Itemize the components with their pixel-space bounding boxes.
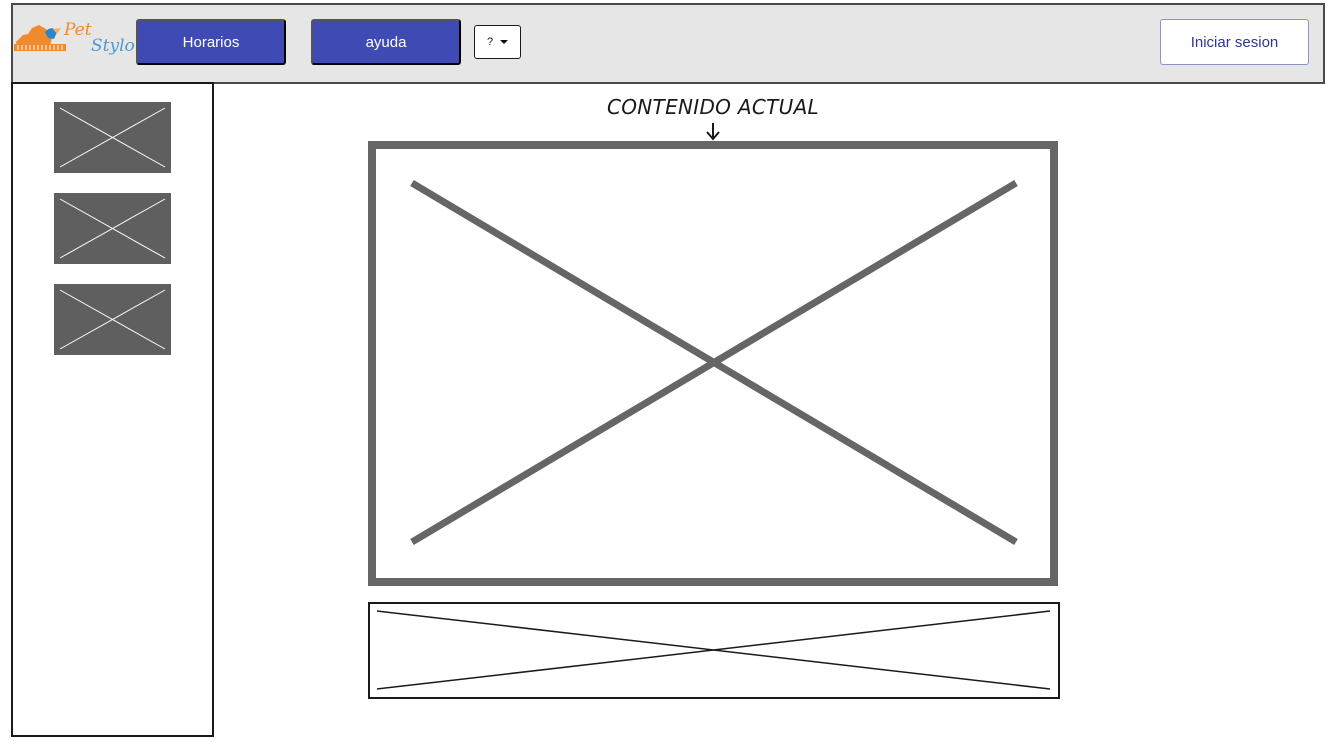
- grooming-logo-icon: [14, 25, 66, 51]
- image-placeholder-icon: [59, 198, 166, 259]
- logo-stylo-text: Stylo: [91, 36, 135, 56]
- image-placeholder-icon: [368, 141, 1058, 586]
- sidebar-image-placeholder[interactable]: [54, 102, 171, 173]
- pet-stylo-logo[interactable]: Pet Stylo: [14, 17, 135, 62]
- horarios-button[interactable]: Horarios: [136, 19, 286, 65]
- left-sidebar: [11, 82, 214, 737]
- sidebar-image-placeholder[interactable]: [54, 193, 171, 264]
- help-select-dropdown[interactable]: ?: [474, 25, 521, 59]
- login-button[interactable]: Iniciar sesion: [1160, 19, 1309, 65]
- current-content-label: CONTENIDO ACTUAL: [606, 95, 819, 119]
- sidebar-image-placeholder[interactable]: [54, 284, 171, 355]
- image-placeholder-icon: [59, 107, 166, 168]
- top-navigation-bar: Pet Stylo Horarios ayuda ? Iniciar sesio…: [11, 3, 1325, 84]
- arrow-down-icon: [706, 123, 720, 141]
- image-placeholder-icon: [368, 602, 1060, 699]
- chevron-down-icon: [500, 40, 509, 44]
- image-placeholder-icon: [59, 289, 166, 350]
- bottom-content-placeholder[interactable]: [368, 602, 1060, 699]
- select-value: ?: [486, 36, 494, 48]
- ayuda-button[interactable]: ayuda: [311, 19, 461, 65]
- main-content-image-placeholder[interactable]: [368, 141, 1058, 586]
- logo-pet-text: Pet: [64, 20, 92, 40]
